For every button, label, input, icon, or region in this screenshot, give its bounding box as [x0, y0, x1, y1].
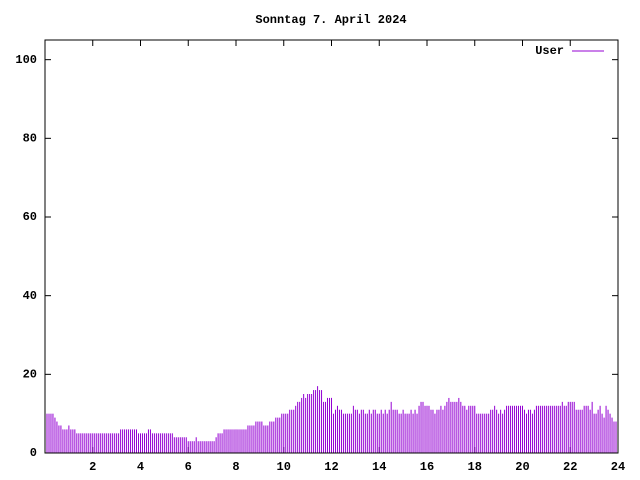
y-tick-label: 20: [23, 368, 37, 382]
x-tick-label: 12: [324, 460, 338, 474]
y-tick-label: 0: [30, 446, 37, 460]
x-tick-label: 18: [468, 460, 482, 474]
x-tick-label: 10: [277, 460, 291, 474]
y-tick-label: 80: [23, 132, 37, 146]
legend-label: User: [535, 44, 564, 58]
x-tick-label: 2: [89, 460, 96, 474]
y-tick-label: 60: [23, 210, 37, 224]
chart-title: Sonntag 7. April 2024: [255, 13, 406, 27]
x-tick-label: 24: [611, 460, 625, 474]
x-tick-label: 22: [563, 460, 577, 474]
x-tick-label: 8: [232, 460, 239, 474]
x-tick-label: 4: [137, 460, 144, 474]
x-tick-label: 20: [515, 460, 529, 474]
x-tick-label: 16: [420, 460, 434, 474]
x-tick-label: 6: [185, 460, 192, 474]
plot-border: [44, 39, 619, 454]
y-tick-label: 100: [15, 53, 37, 67]
x-tick-label: 14: [372, 460, 386, 474]
y-tick-label: 40: [23, 289, 37, 303]
